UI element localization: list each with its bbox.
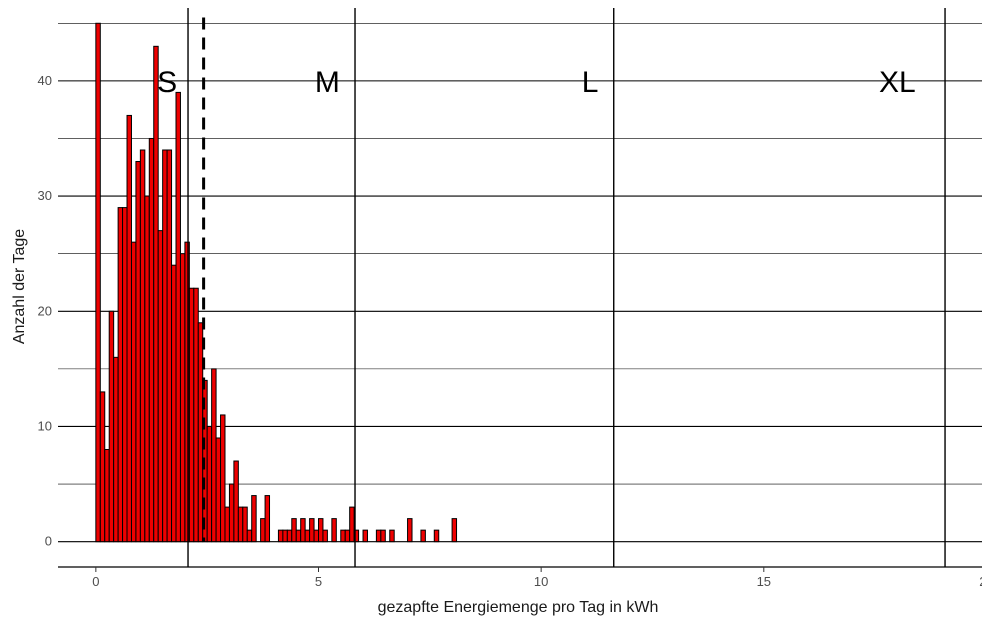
histogram-bar	[362, 529, 368, 543]
histogram-bar	[260, 518, 266, 543]
histogram-bar	[224, 506, 230, 543]
histogram-bar	[282, 529, 288, 543]
histogram-bar	[166, 149, 173, 543]
histogram-bar	[193, 287, 199, 543]
y-axis-title: Anzahl der Tage	[11, 229, 28, 344]
histogram-bar	[420, 529, 426, 543]
histogram-bar	[188, 287, 195, 543]
x-tick-label: 10	[534, 574, 548, 589]
histogram-bar	[139, 149, 146, 543]
histogram-bar	[220, 414, 226, 543]
histogram-bar	[304, 529, 311, 543]
histogram-bar	[375, 529, 382, 543]
region-label: XL	[879, 66, 916, 99]
histogram-bar	[215, 437, 222, 543]
region-label: M	[315, 66, 340, 99]
region-label: S	[157, 66, 177, 99]
histogram-bar	[130, 241, 137, 543]
histogram-bar	[197, 322, 204, 543]
histogram-bar	[162, 149, 168, 543]
histogram-bar	[153, 45, 159, 543]
histogram-bar	[295, 529, 302, 543]
histogram-bar	[318, 518, 324, 543]
histogram-bar	[313, 529, 320, 543]
histogram-bar	[291, 518, 297, 543]
histogram-bar	[113, 356, 119, 543]
histogram-bar	[349, 506, 355, 543]
histogram-bar	[108, 310, 115, 543]
category-boundaries	[187, 8, 946, 567]
histogram-bar	[353, 529, 360, 543]
histogram-bar	[117, 207, 124, 543]
y-tick-label: 0	[45, 534, 52, 549]
region-label: L	[582, 66, 599, 99]
x-tick-label: 15	[757, 574, 771, 589]
histogram-bar	[242, 506, 248, 543]
histogram-bar	[99, 391, 106, 543]
x-tick-label: 20	[979, 574, 982, 589]
histogram-bar	[95, 22, 101, 543]
histogram-bar	[340, 529, 346, 543]
histogram-bars	[95, 22, 458, 543]
histogram-bar	[286, 529, 293, 543]
histogram-bar	[300, 518, 306, 543]
histogram-bar	[104, 449, 110, 543]
x-axis-title: gezapfte Energiemenge pro Tag in kWh	[378, 599, 659, 616]
x-tick-label: 0	[92, 574, 99, 589]
histogram-bar	[331, 518, 337, 543]
y-tick-label: 10	[38, 418, 52, 433]
histogram-bar	[135, 161, 141, 543]
histogram-bar	[264, 495, 271, 543]
histogram-bar	[246, 529, 253, 543]
histogram-bar	[175, 91, 181, 543]
histogram-bar	[407, 518, 413, 543]
histogram-bar	[344, 529, 351, 543]
histogram-bar	[206, 425, 213, 543]
histogram-bar	[433, 529, 440, 543]
y-tick-label: 40	[38, 73, 52, 88]
histogram-bar	[211, 368, 217, 543]
histogram-bar	[126, 114, 132, 543]
x-tick-label: 5	[315, 574, 322, 589]
histogram-bar	[122, 207, 128, 543]
histogram-bar	[389, 529, 395, 543]
histogram-bar	[251, 495, 257, 543]
histogram-bar	[157, 230, 164, 543]
x-axis-ticks: 0 5 10 15 20	[92, 567, 982, 589]
y-tick-label: 30	[38, 188, 52, 203]
histogram-bar	[228, 483, 235, 543]
size-region-labels: S M L XL	[157, 66, 916, 99]
histogram-bar	[144, 195, 150, 543]
histogram-bar	[237, 506, 244, 543]
y-axis-ticks: 0 10 20 30 40	[38, 73, 52, 549]
y-tick-label: 20	[38, 303, 52, 318]
histogram-bar	[380, 529, 386, 543]
histogram-bar	[171, 264, 177, 543]
histogram-bar	[179, 253, 186, 543]
histogram-bar	[277, 529, 284, 543]
histogram-bar	[309, 518, 315, 543]
histogram-bar	[233, 460, 239, 543]
histogram-bar	[451, 518, 458, 543]
histogram-bar	[322, 529, 328, 543]
histogram-bar	[148, 137, 155, 543]
